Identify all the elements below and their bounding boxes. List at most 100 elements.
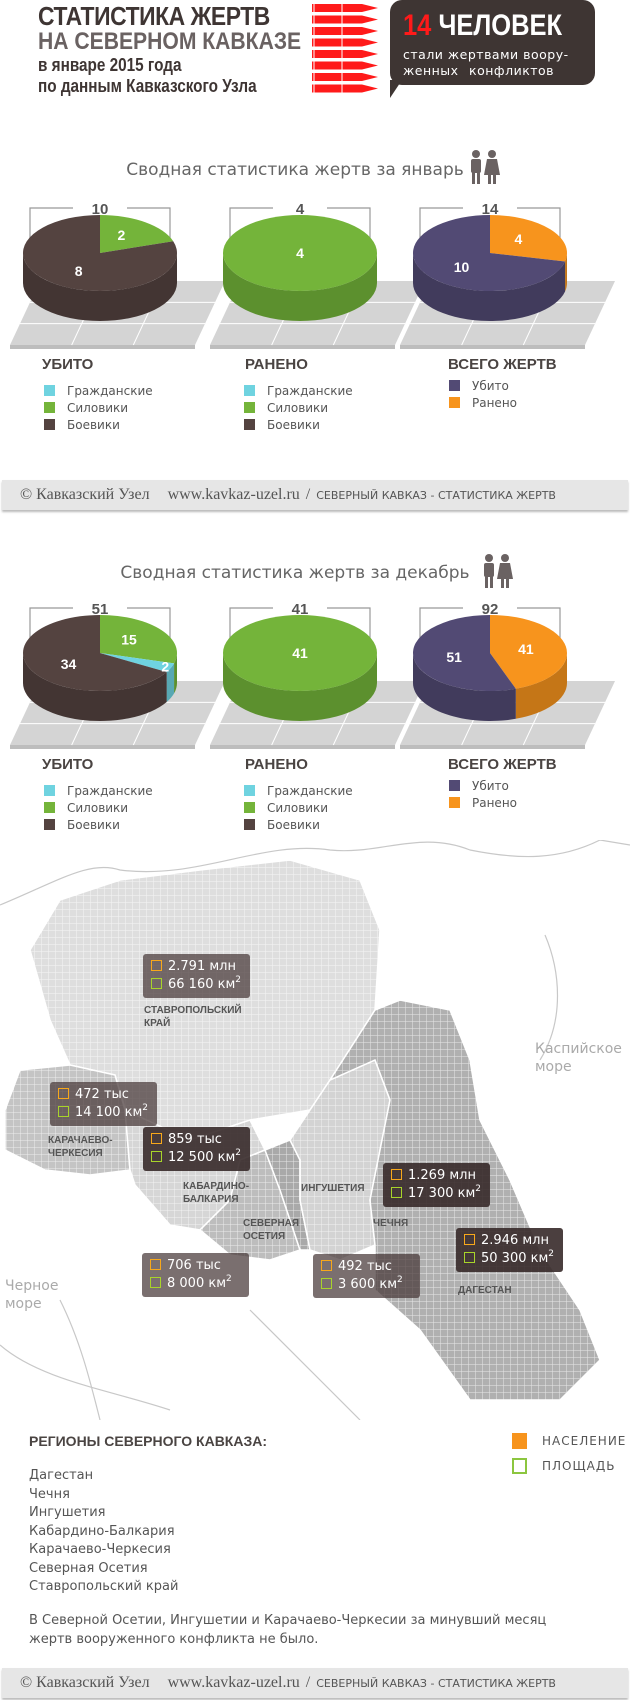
total-bracket [419,207,561,240]
pie-slice [490,215,568,262]
pie-slice-side [565,253,567,292]
pie-slice-side [23,653,167,721]
pie-slice [490,615,567,689]
total-label: 92 [482,601,499,618]
area-icon [464,1252,475,1263]
pie-value-label: 41 [518,641,534,657]
black-sea-label: Черное море [5,1278,59,1312]
pie-slice [100,653,175,672]
legend-label: Ранено [472,395,518,410]
footer-url[interactable]: www.kavkaz-uzel.ru [167,1674,300,1691]
footer-bar: © Кавказский Узел www.kavkaz-uzel.ru / С… [2,1668,628,1698]
legend-swatch [244,402,255,413]
population-icon [321,1260,332,1271]
region-label: ИНГУШЕТИЯ [301,1183,365,1194]
bullet-icon [312,27,378,35]
footer-section: СЕВЕРНЫЙ КАВКАЗ - СТАТИСТИКА ЖЕРТВ [316,488,556,502]
legend-label: Боевики [267,417,320,432]
legend-killed: Гражданские Силовики Боевики [44,382,153,433]
bullets-icon [312,0,378,98]
legend-population: НАСЕЛЕНИЕ [512,1433,626,1449]
area-icon [151,1151,162,1162]
pie-slice-side [23,253,177,321]
region-list-item: Кабардино-Балкария [29,1523,175,1539]
section-title-january: Сводная статистика жертв за январь [126,160,464,180]
regions-note: В Северной Осетии, Ингушетии и Карачаево… [29,1613,547,1647]
january-charts: 10 2 8 4 4 14 4 10 [10,201,615,349]
pie-value-label: 4 [296,245,304,261]
legend-swatch [44,419,55,430]
legend-item-killed: Убито [449,377,517,394]
area-icon [151,978,162,989]
region-label: КАРАЧАЕВО- ЧЕРКЕСИЯ [48,1135,113,1159]
region-stats-callout: 472 тыс 14 100 км2 [50,1082,157,1126]
legend-total: Убито Ранено [449,377,517,411]
pie-slice [100,215,174,253]
footer-copyright: © Кавказский Узел [20,486,150,503]
pie-slice-side [515,653,567,719]
pie-slice-side [166,663,175,702]
legend-item-security: Силовики [244,799,353,816]
total-bracket [229,607,371,640]
chart-title: ВСЕГО ЖЕРТВ [448,356,557,373]
legend-wounded: Гражданские Силовики Боевики [244,382,353,433]
chart-title: РАНЕНО [245,356,308,373]
population-icon [58,1088,69,1099]
legend-item-security: Силовики [44,799,153,816]
population-icon [391,1169,402,1180]
bubble-text-1: стали жертвами воору- [403,47,569,62]
pie-value-label: 15 [121,632,137,648]
legend-label: Гражданские [67,383,153,398]
legend-killed: Гражданские Силовики Боевики [44,782,153,833]
legend-item-civilians: Гражданские [44,382,153,399]
total-bracket [29,607,171,640]
bubble-headline: 14 ЧЕЛОВЕК [403,10,562,42]
legend-item-militants: Боевики [44,816,153,833]
pie-slice [22,215,178,291]
footer-url[interactable]: www.kavkaz-uzel.ru [167,486,300,503]
legend-label: Боевики [267,817,320,832]
legend-swatch [244,802,255,813]
region-list-item: Карачаево-Черкесия [29,1542,171,1557]
legend-swatch [44,402,55,413]
legend-label: Силовики [267,400,329,415]
legend-label: Силовики [67,400,129,415]
legend-swatch [44,385,55,396]
bubble-text-2: женных конфликтов [403,63,555,78]
population-icon [512,1433,527,1449]
people-icon [471,150,500,184]
area-icon [58,1106,69,1117]
bullet-icon [312,38,378,47]
footer-bar: © Кавказский Узел www.kavkaz-uzel.ru / С… [2,480,628,510]
regions-title: РЕГИОНЫ СЕВЕРНОГО КАВКАЗА: [29,1433,267,1449]
footer-copyright: © Кавказский Узел [20,1674,150,1691]
region-list-item: Северная Осетия [29,1560,148,1576]
region-stats-callout: 2.791 млн 66 160 км2 [143,954,250,998]
legend-item-killed: Убито [449,777,517,794]
bullet-icon [312,61,378,70]
legend-label: Ранено [472,795,518,810]
total-bracket [419,607,561,640]
area-icon [150,1277,161,1288]
legend-label: Убито [472,378,509,393]
pie-value-label: 8 [75,263,83,279]
total-label: 41 [292,601,309,618]
region-list-item: Ставропольский край [29,1579,179,1594]
legend-item-militants: Боевики [244,816,353,833]
chart-title: ВСЕГО ЖЕРТВ [448,756,557,773]
bubble-word: ЧЕЛОВЕК [438,9,563,42]
pie-slice [100,615,178,664]
total-bracket [29,207,171,240]
pie-value-label: 10 [454,259,470,275]
bullet-icon [312,50,378,58]
legend-swatch [44,802,55,813]
pie-slice-side [223,653,377,721]
chart-title: УБИТО [42,756,94,773]
legend-item-civilians: Гражданские [244,382,353,399]
legend-swatch [449,380,460,391]
bullet-icon [312,73,378,81]
pie-slice [23,615,167,691]
area-icon [391,1187,402,1198]
people-icon [484,554,513,588]
legend-label: Боевики [67,817,120,832]
